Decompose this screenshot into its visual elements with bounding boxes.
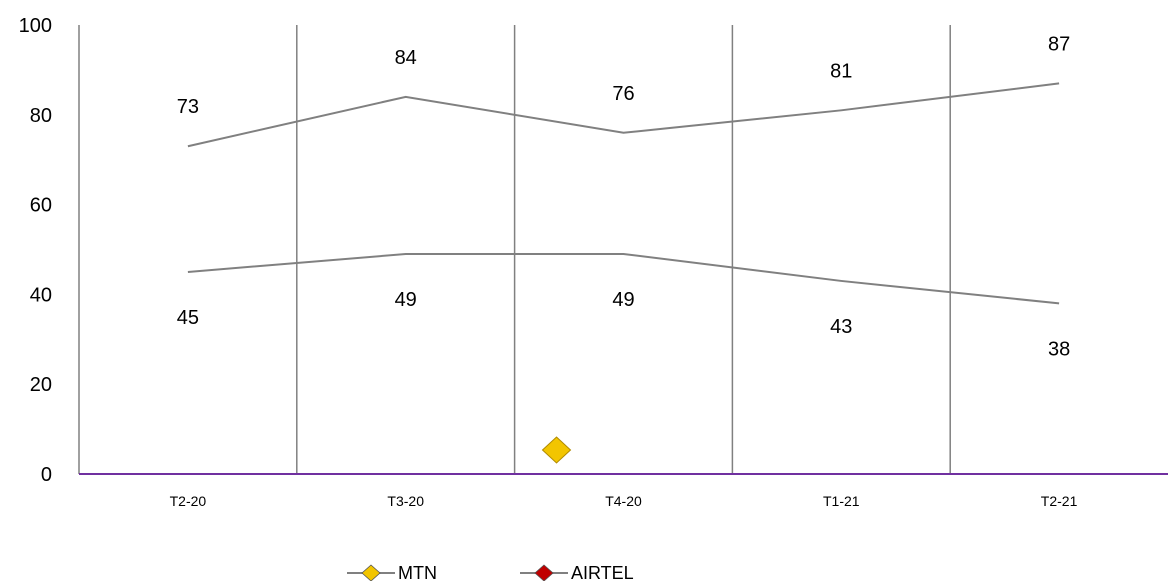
y-axis: 0 20 40 60 80 100 — [19, 15, 52, 486]
x-tick-label: T4-20 — [605, 493, 642, 509]
y-tick-label: 40 — [30, 284, 52, 306]
mtn-marker — [541, 436, 572, 464]
x-tick-label: T1-21 — [823, 493, 860, 509]
x-tick-label: T2-21 — [1041, 493, 1078, 509]
data-label: 87 — [1048, 33, 1070, 55]
legend-label: MTN — [398, 563, 437, 581]
y-tick-label: 100 — [19, 15, 52, 37]
series-line-airtel — [187, 252, 1060, 305]
series-lines — [187, 82, 1060, 305]
data-label: 49 — [395, 289, 417, 311]
legend-label: AIRTEL — [571, 563, 634, 581]
x-axis: T2-20 T3-20 T4-20 T1-21 T2-21 — [79, 473, 1168, 509]
data-label: 49 — [612, 289, 634, 311]
data-label: 45 — [177, 307, 199, 329]
x-tick-label: T2-20 — [170, 493, 207, 509]
y-tick-label: 20 — [30, 374, 52, 396]
data-label: 81 — [830, 60, 852, 82]
y-tick-label: 0 — [41, 464, 52, 486]
legend: MTN AIRTEL — [347, 563, 634, 581]
data-label: 73 — [177, 96, 199, 118]
data-labels: 73 84 76 81 87 45 49 49 43 38 — [177, 33, 1070, 360]
data-label: 84 — [395, 47, 417, 69]
x-tick-label: T3-20 — [387, 493, 424, 509]
legend-marker — [361, 564, 381, 581]
series-line-mtn — [187, 82, 1060, 148]
y-tick-label: 80 — [30, 105, 52, 127]
data-label: 38 — [1048, 338, 1070, 360]
vertical-gridlines — [78, 25, 951, 474]
y-tick-label: 60 — [30, 195, 52, 217]
data-label: 43 — [830, 316, 852, 338]
legend-marker — [534, 564, 554, 581]
data-label: 76 — [612, 83, 634, 105]
mtn-stray-marker — [541, 436, 572, 464]
